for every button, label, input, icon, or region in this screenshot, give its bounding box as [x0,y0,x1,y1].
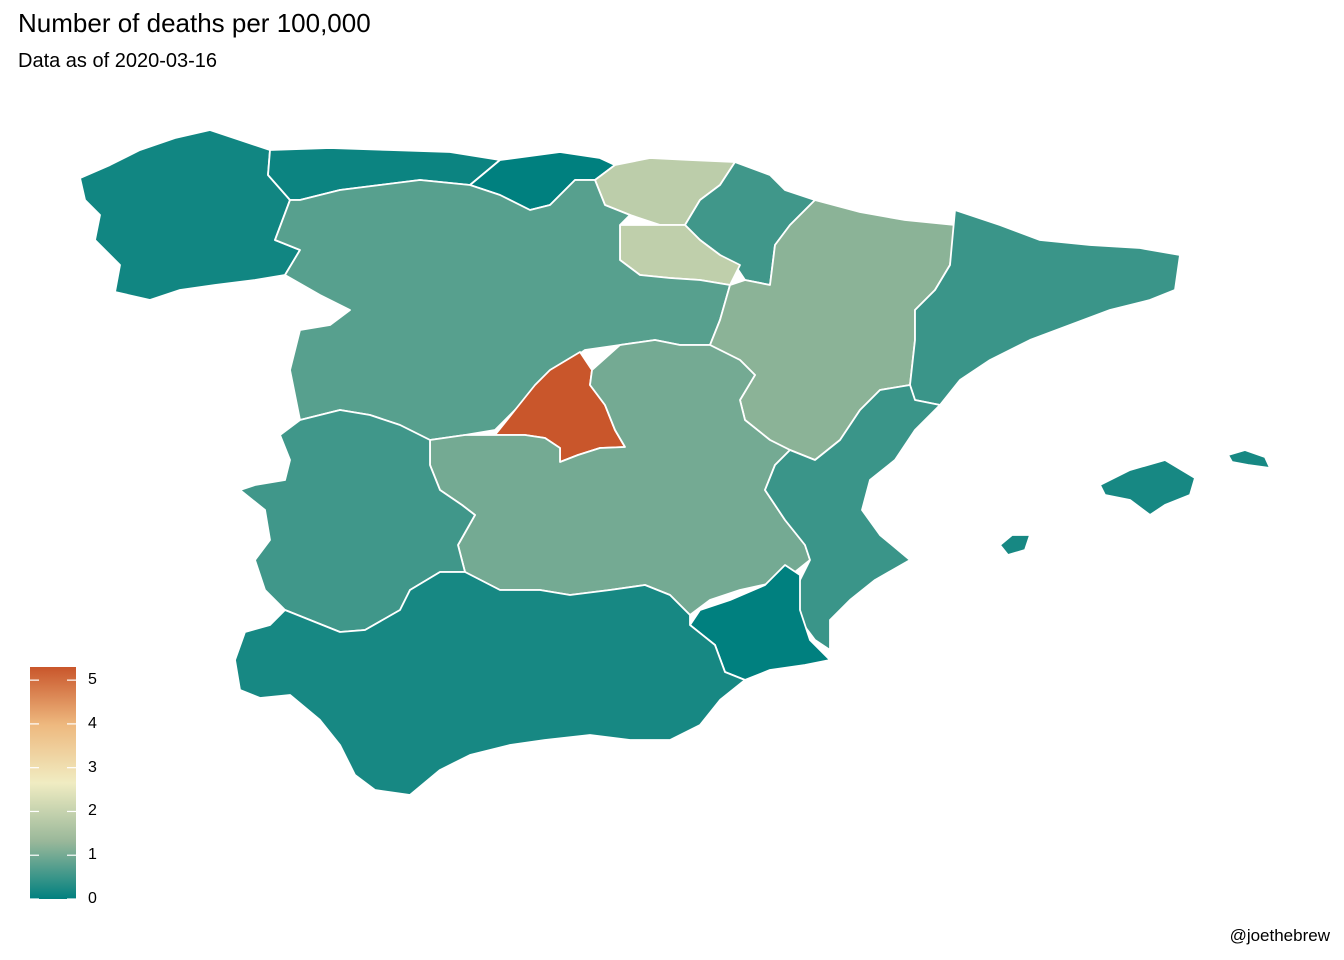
color-legend: 0 1 2 3 4 5 [30,667,140,907]
author-caption: @joethebrew [1229,926,1330,945]
legend-tick-label: 1 [88,846,97,864]
legend-tick-label: 0 [88,890,97,907]
region-ibiza[interactable] [999,534,1031,556]
legend-colorbar [30,667,76,900]
region-mallorca[interactable] [1099,459,1196,516]
region-cataluna[interactable] [909,209,1181,406]
legend-tick-label: 5 [88,671,97,689]
region-andalucia[interactable] [234,571,746,796]
legend-tick-label: 2 [88,802,97,820]
region-galicia[interactable] [79,129,301,301]
map-subtitle: Data as of 2020-03-16 [18,50,218,72]
legend-tick-label: 3 [88,758,97,776]
legend-tick-label: 4 [88,714,97,732]
map-title: Number of deaths per 100,000 [18,8,371,38]
region-menorca[interactable] [1227,449,1271,469]
